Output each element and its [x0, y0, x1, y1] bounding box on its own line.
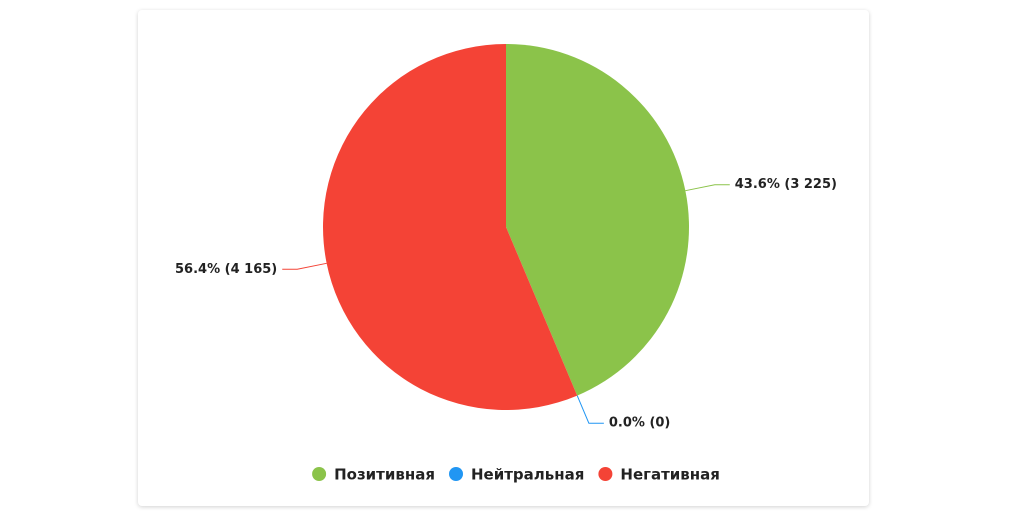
pie-slice [323, 44, 578, 410]
leader-line [576, 395, 604, 424]
data-label: 56.4% (4 165) [175, 262, 277, 277]
legend-label: Позитивная [334, 466, 435, 484]
data-label: 43.6% (3 225) [735, 177, 837, 192]
data-label: 0.0% (0) [609, 416, 671, 431]
legend-marker [598, 467, 613, 481]
legend-label: Негативная [620, 466, 720, 484]
legend-marker [449, 467, 464, 481]
leader-line [282, 262, 327, 270]
pie-slice [506, 44, 690, 396]
legend-marker [312, 467, 327, 481]
leader-line [685, 184, 730, 192]
legend-label: Нейтральная [471, 466, 584, 484]
